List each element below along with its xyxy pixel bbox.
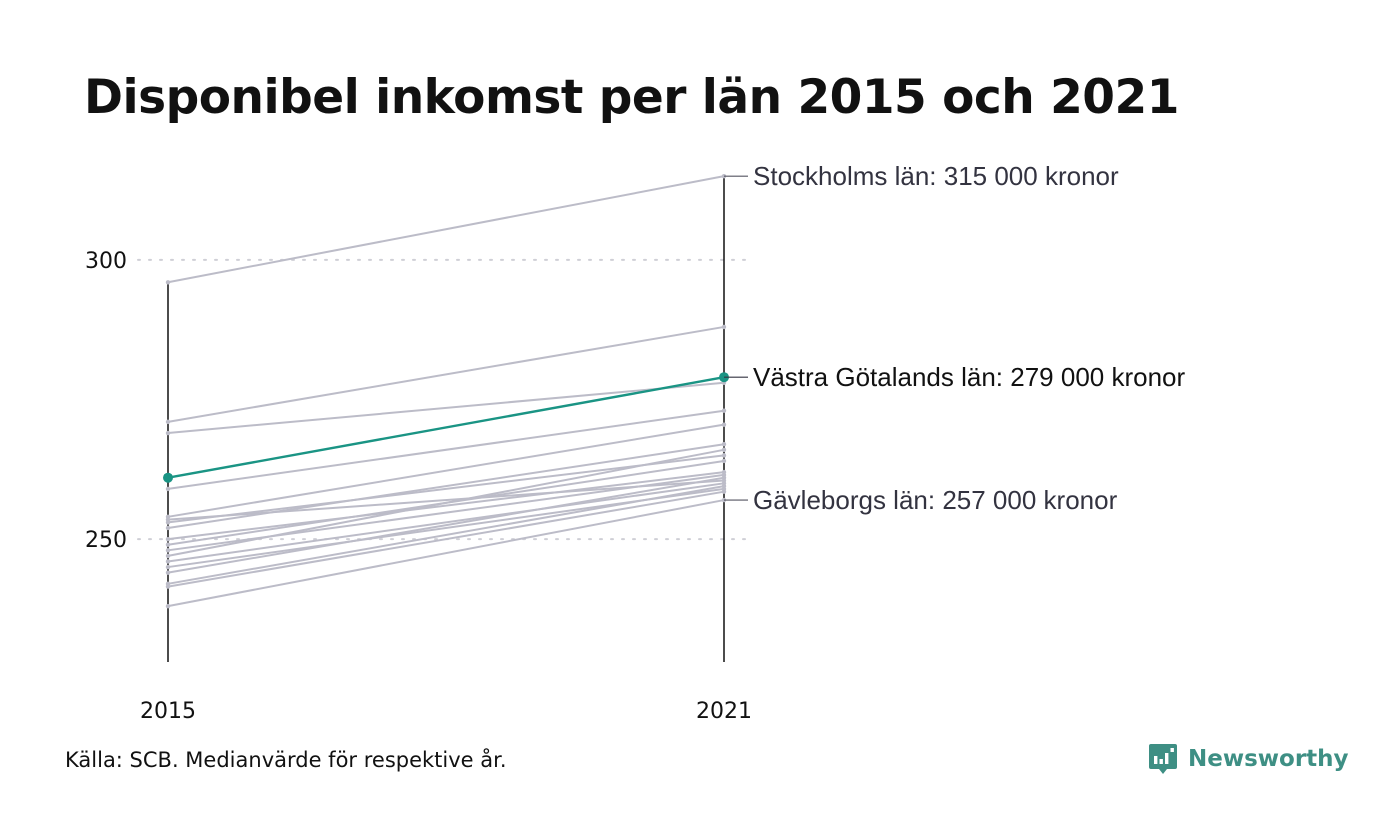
data-point (721, 324, 727, 330)
series-line (165, 422, 727, 520)
data-point (721, 483, 727, 489)
series-line (165, 497, 727, 609)
series-line (165, 472, 727, 553)
data-point (165, 564, 171, 570)
data-point (165, 486, 171, 492)
series-highlight (163, 372, 729, 483)
data-point (721, 442, 727, 447)
series-path (167, 381, 725, 435)
series-label: Västra Götalands län: 279 000 kronor (753, 362, 1186, 392)
data-point (165, 559, 171, 564)
x-tick-label: 2021 (696, 699, 752, 724)
series-path (167, 490, 725, 588)
data-point (165, 570, 171, 575)
y-tick-labels: 250 300 (85, 249, 127, 553)
data-point (163, 472, 173, 483)
series-path (167, 482, 725, 563)
series-path (167, 175, 725, 284)
data-point (165, 419, 171, 425)
series-path (167, 325, 725, 423)
data-point (165, 603, 171, 609)
series-line (165, 408, 727, 492)
data-point (165, 280, 171, 285)
series-path (167, 409, 725, 490)
series-labels: Stockholms län: 315 000 kronor Gävleborgs… (724, 161, 1186, 515)
gridlines (137, 258, 746, 541)
series-path (167, 423, 725, 518)
x-tick-label: 2015 (140, 699, 196, 724)
data-point (721, 447, 727, 452)
data-point (721, 453, 727, 458)
brand-logo[interactable]: Newsworthy (1148, 742, 1349, 776)
series-path (167, 499, 725, 608)
data-point (721, 408, 727, 413)
year-axes (167, 176, 725, 662)
series-line (165, 173, 727, 285)
series-label: Gävleborgs län: 257 000 kronor (753, 485, 1118, 515)
data-point (165, 536, 171, 542)
data-point (721, 458, 727, 464)
data-point (165, 584, 171, 589)
series-line (165, 481, 727, 564)
data-point (721, 472, 727, 478)
series-path (167, 476, 725, 574)
series-line (165, 475, 727, 575)
data-point (165, 542, 171, 547)
data-point (721, 422, 727, 427)
series-lines (163, 173, 729, 609)
y-tick-label: 250 (85, 528, 127, 553)
source-note: Källa: SCB. Medianvärde för respektive å… (65, 748, 507, 772)
series-line (165, 489, 727, 589)
data-point (165, 525, 171, 531)
data-point (721, 489, 727, 494)
y-tick-label: 300 (85, 249, 127, 274)
series-path (167, 485, 725, 585)
data-point (165, 553, 171, 559)
series-label: Stockholms län: 315 000 kronor (753, 161, 1119, 191)
x-tick-labels: 2015 2021 (140, 699, 752, 724)
series-path (167, 376, 725, 479)
newsworthy-logo-icon (1149, 744, 1177, 774)
data-point (721, 478, 727, 483)
data-point (165, 517, 171, 522)
brand-name: Newsworthy (1188, 746, 1349, 772)
data-point (165, 548, 171, 553)
series-path (167, 471, 725, 541)
data-point (165, 430, 171, 436)
series-line (165, 324, 727, 425)
chart-title: Disponibel inkomst per län 2015 och 2021 (84, 70, 1179, 125)
series-path (167, 473, 725, 552)
